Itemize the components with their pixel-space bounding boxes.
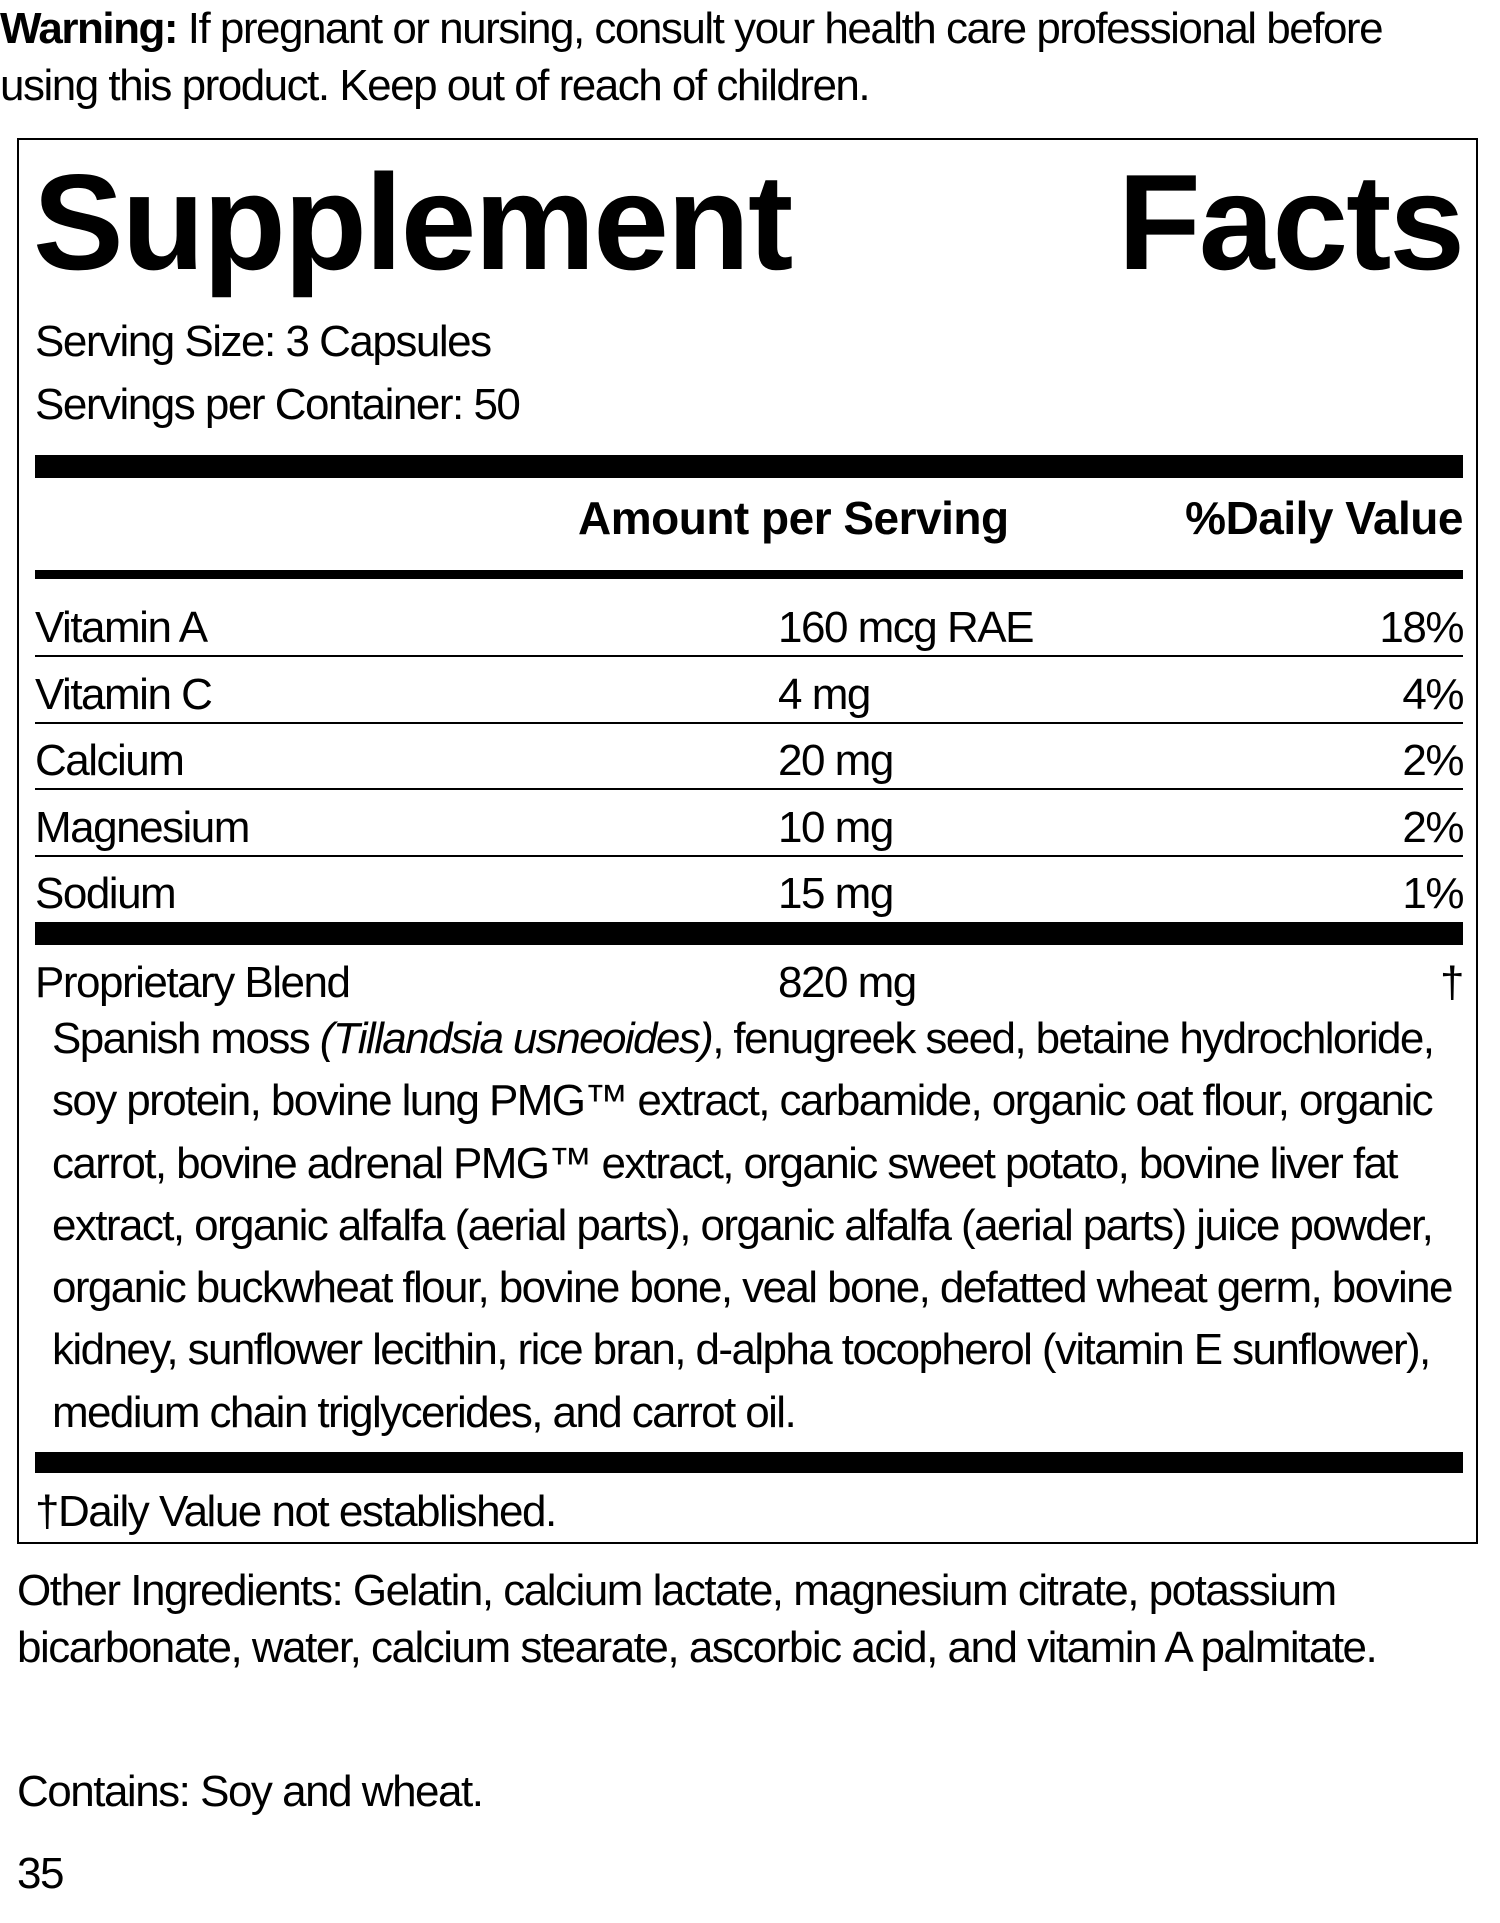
warning-label: Warning:	[0, 4, 179, 53]
nutrient-row: Vitamin A 160 mcg RAE 18%	[35, 603, 1464, 653]
nutrient-row: Calcium 20 mg 2%	[35, 736, 1464, 786]
row-divider	[35, 655, 1463, 657]
other-ingredients: Other Ingredients: Gelatin, calcium lact…	[17, 1566, 1378, 1672]
nutrient-row: Vitamin C 4 mg 4%	[35, 669, 1464, 720]
nutrient-amount: 10 mg	[778, 802, 894, 852]
servings-per-container: Servings per Container: 50	[35, 380, 521, 429]
panel-title: Supplement Facts	[33, 146, 1465, 298]
nutrient-name: Vitamin A	[35, 603, 208, 652]
nutrient-row: Sodium 15 mg 1%	[35, 869, 1464, 919]
footnote: †Daily Value not established.	[35, 1487, 557, 1536]
serving-size: Serving Size: 3 Capsules	[35, 317, 492, 366]
blend-ingredients: Spanish moss (Tillandsia usneoides), fen…	[52, 1014, 1453, 1437]
row-divider	[35, 788, 1463, 791]
warning-text: Warning: If pregnant or nursing, consult…	[0, 4, 1384, 110]
supplement-facts-panel: Supplement Facts Serving Size: 3 Capsule…	[17, 138, 1478, 1544]
nutrient-amount: 15 mg	[778, 869, 894, 919]
nutrient-daily-value: 18%	[1379, 603, 1464, 652]
nutrient-amount: 160 mcg RAE	[778, 603, 1034, 652]
header-daily-value: %Daily Value	[1185, 492, 1463, 544]
nutrient-daily-value: 2%	[1402, 736, 1464, 786]
thick-divider	[35, 922, 1463, 945]
nutrient-name: Vitamin C	[35, 669, 213, 719]
thick-divider	[35, 455, 1463, 478]
nutrient-daily-value: 4%	[1402, 669, 1464, 719]
header-amount: Amount per Serving	[578, 492, 1009, 544]
page-number: 35	[17, 1849, 64, 1898]
nutrient-amount: 20 mg	[778, 736, 894, 786]
nutrient-name: Magnesium	[35, 802, 250, 852]
nutrient-row: Magnesium 10 mg 2%	[35, 802, 1464, 853]
thick-divider	[35, 1452, 1463, 1473]
nutrient-name: Calcium	[35, 736, 185, 786]
nutrient-daily-value: 1%	[1402, 869, 1464, 919]
allergen-statement: Contains: Soy and wheat.	[17, 1767, 484, 1816]
nutrient-amount: 4 mg	[778, 669, 871, 719]
blend-row: Proprietary Blend 820 mg †	[35, 958, 1464, 1007]
nutrient-name: Sodium	[35, 869, 177, 919]
row-divider	[35, 854, 1463, 857]
nutrient-daily-value: 2%	[1402, 802, 1464, 852]
medium-divider	[35, 570, 1463, 579]
row-divider	[35, 721, 1463, 724]
